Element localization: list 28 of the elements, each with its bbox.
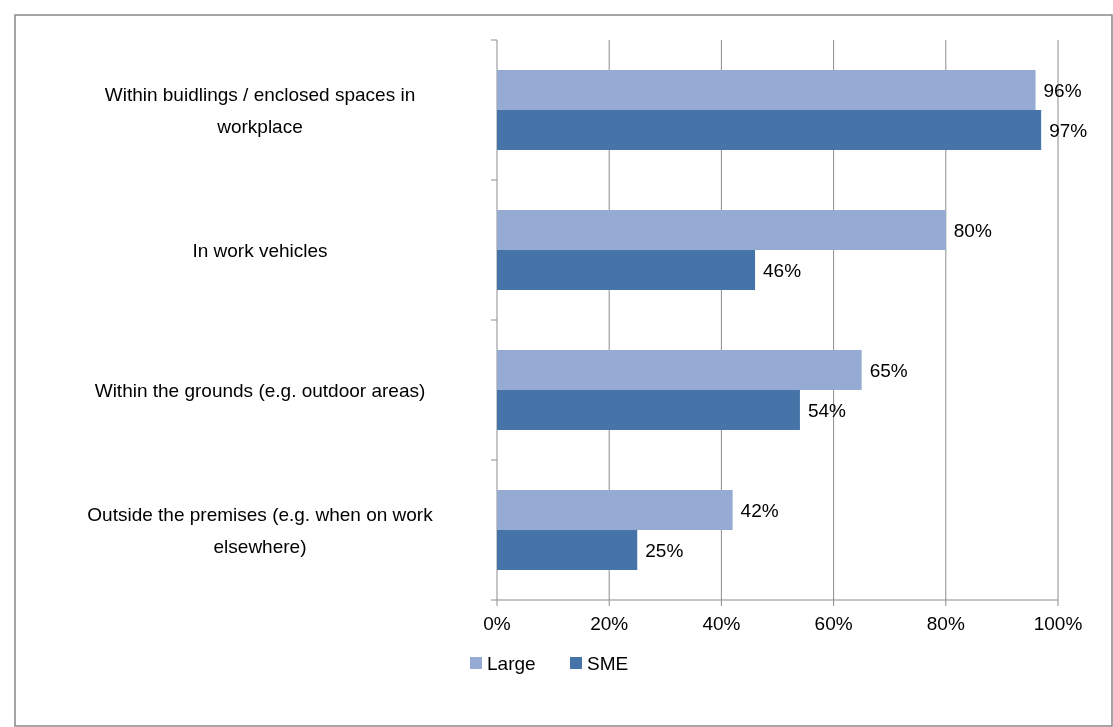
bar	[497, 110, 1042, 150]
text: 25%	[645, 540, 684, 561]
bar	[497, 70, 1036, 110]
text: 65%	[869, 360, 908, 381]
x-tick-label: 100%	[1033, 613, 1083, 634]
text: 54%	[807, 400, 846, 421]
text: 42%	[740, 500, 779, 521]
text: 80%	[953, 220, 992, 241]
y-tick-label: Within buidlings / enclosed spaces in workplace	[104, 84, 416, 137]
bar	[497, 390, 800, 430]
y-tick-label: Within the grounds (e.g. outdoor areas)	[94, 380, 426, 401]
legend-label: Large	[487, 653, 536, 674]
bar	[497, 210, 946, 250]
bar	[497, 530, 638, 570]
text: 46%	[763, 260, 802, 281]
text: 96%	[1043, 80, 1082, 101]
bar	[497, 250, 756, 290]
y-tick-label: In work vehicles	[192, 240, 328, 261]
x-tick-label: 60%	[814, 613, 853, 634]
bar	[497, 490, 733, 530]
bar	[497, 350, 862, 390]
x-tick-label: 20%	[590, 613, 629, 634]
legend-label: SME	[587, 653, 629, 674]
x-tick-label: 40%	[702, 613, 741, 634]
x-tick-label: 0%	[483, 613, 511, 634]
x-tick-label: 80%	[926, 613, 965, 634]
y-tick-label: Outside the premises (e.g. when on work elsewhere)	[87, 504, 434, 557]
text: 97%	[1049, 120, 1088, 141]
